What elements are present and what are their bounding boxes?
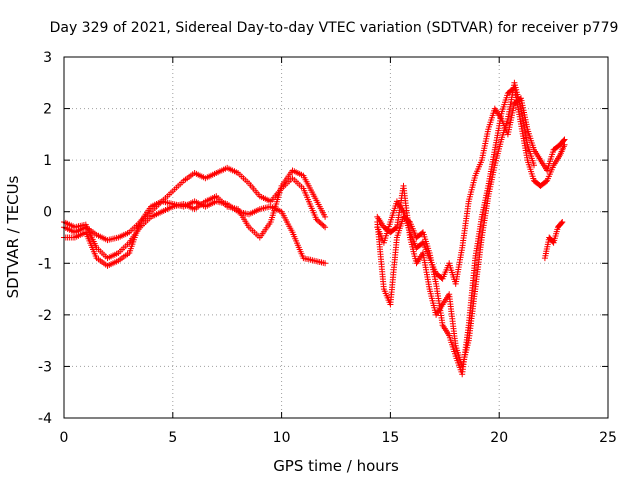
x-tick-label: 0 [60, 430, 69, 446]
axis-ticks [63, 56, 609, 419]
y-tick-label: 1 [43, 153, 52, 169]
y-tick-label: 0 [43, 205, 52, 221]
y-tick-label: -2 [38, 308, 52, 324]
x-tick-label: 5 [168, 430, 177, 446]
y-axis-label: SDTVAR / TECUs [4, 175, 22, 298]
x-tick-label: 15 [381, 430, 399, 446]
y-tick-label: -3 [38, 359, 52, 375]
plot-frame [63, 56, 609, 419]
data-series-track-f [374, 79, 537, 370]
x-tick-label: 25 [599, 430, 617, 446]
x-tick-label: 20 [490, 430, 508, 446]
y-tick-label: 3 [43, 50, 52, 66]
y-tick-label: -1 [38, 256, 52, 272]
tick-labels: 0 5 10 15 20 25 -4 -3 -2 -1 0 1 2 3 [38, 50, 617, 446]
y-tick-label: 2 [43, 102, 52, 118]
x-axis-label: GPS time / hours [273, 457, 399, 475]
y-tick-label: -4 [38, 411, 52, 427]
data-series-track-e [374, 84, 568, 378]
data-points [61, 79, 568, 378]
chart-title: Day 329 of 2021, Sidereal Day-to-day VTE… [50, 20, 619, 36]
data-series-track-g [541, 219, 566, 262]
x-tick-label: 10 [273, 430, 291, 446]
